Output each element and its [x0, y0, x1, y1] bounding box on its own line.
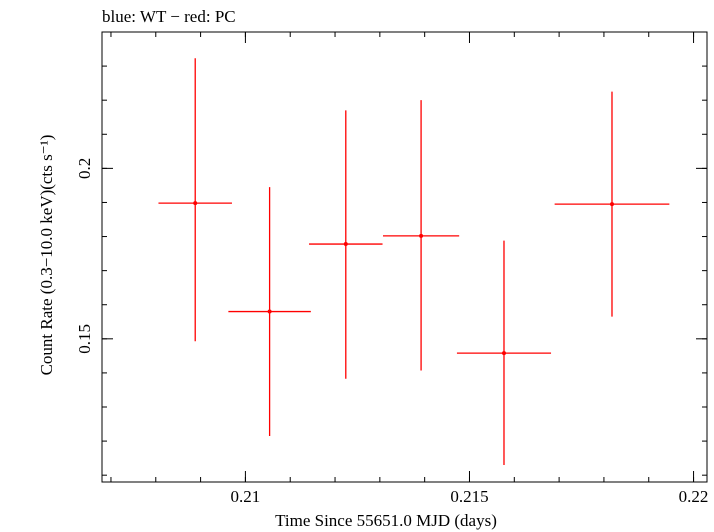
x-axis-ticks	[110, 32, 695, 482]
data-marker	[501, 351, 506, 356]
chart-title: blue: WT − red: PC	[102, 7, 236, 26]
data-point	[456, 240, 552, 465]
y-axis-ticks	[102, 31, 707, 476]
y-axis-label: Count Rate (0.3−10.0 keV)(cts s⁻¹)	[37, 135, 56, 376]
data-marker	[193, 201, 198, 206]
data-point	[309, 110, 383, 379]
data-point	[554, 91, 670, 317]
data-marker	[609, 202, 614, 207]
x-axis-label: Time Since 55651.0 MJD (days)	[275, 511, 497, 530]
y-axis-tick-labels: 0.15 0.2	[75, 158, 94, 354]
data-marker	[419, 233, 424, 238]
plot-frame	[101, 31, 708, 483]
x-tick-label: 0.21	[231, 487, 261, 506]
data-marker	[343, 242, 348, 247]
data-point	[228, 187, 311, 436]
x-tick-label: 0.22	[679, 487, 709, 506]
y-tick-label: 0.15	[75, 324, 94, 354]
y-tick-label: 0.2	[75, 158, 94, 179]
x-axis-tick-labels: 0.21 0.215 0.22	[231, 487, 709, 506]
data-point	[158, 58, 232, 342]
data-marker	[267, 309, 272, 314]
x-tick-label: 0.215	[450, 487, 488, 506]
data-points	[158, 58, 670, 465]
data-point	[382, 100, 460, 371]
